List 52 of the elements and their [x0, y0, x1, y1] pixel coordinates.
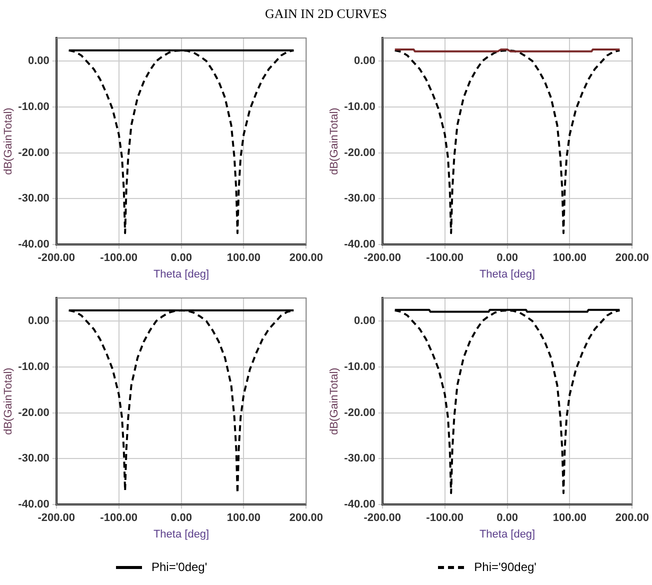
y-tick-label: 0.00	[28, 54, 50, 67]
x-tick-label: 0.00	[170, 252, 192, 264]
legend-label: Phi='0deg'	[152, 560, 208, 574]
x-tick-label: 100.00	[552, 512, 587, 524]
line-series	[394, 49, 621, 234]
x-tick-label: 200.00	[289, 252, 324, 264]
y-tick-label: -40.00	[18, 238, 50, 251]
x-tick-label: 100.00	[226, 252, 261, 264]
y-tick-label: -40.00	[18, 498, 50, 511]
y-axis-title: dB(GainTotal)	[328, 368, 341, 435]
x-tick-label: -100.00	[100, 512, 138, 524]
x-axis-title: Theta [deg]	[153, 528, 210, 540]
y-tick-label: -30.00	[344, 452, 376, 465]
y-tick-label: -10.00	[18, 360, 50, 373]
y-tick-label: -20.00	[344, 146, 376, 159]
x-tick-label: -100.00	[426, 512, 464, 524]
y-tick-label: -20.00	[18, 146, 50, 159]
y-axis-title: dB(GainTotal)	[328, 108, 341, 175]
x-tick-label: 0.00	[496, 252, 518, 264]
y-tick-label: -10.00	[18, 100, 50, 113]
y-axis-title: dB(GainTotal)	[2, 368, 15, 435]
x-tick-label: 200.00	[289, 512, 324, 524]
x-axis-title: Theta [deg]	[479, 528, 536, 540]
y-tick-label: -30.00	[18, 192, 50, 205]
x-tick-label: 100.00	[552, 252, 587, 264]
y-tick-label: 0.00	[354, 54, 376, 67]
x-tick-label: -100.00	[426, 252, 464, 264]
legend-label: Phi='90deg'	[474, 560, 536, 574]
y-tick-label: -40.00	[344, 238, 376, 251]
y-tick-label: -40.00	[344, 498, 376, 511]
x-tick-label: -100.00	[100, 252, 138, 264]
x-axis-title: Theta [deg]	[479, 268, 536, 280]
x-tick-label: -200.00	[38, 512, 76, 524]
y-tick-label: 0.00	[354, 314, 376, 327]
x-axis-title: Theta [deg]	[153, 268, 210, 280]
x-tick-label: -200.00	[364, 512, 402, 524]
y-tick-label: -20.00	[18, 406, 50, 419]
x-tick-label: 100.00	[226, 512, 261, 524]
y-tick-label: -10.00	[344, 360, 376, 373]
x-tick-label: 200.00	[615, 252, 650, 264]
y-tick-label: 0.00	[28, 314, 50, 327]
y-tick-label: -20.00	[344, 406, 376, 419]
x-tick-label: 200.00	[615, 512, 650, 524]
y-tick-label: -10.00	[344, 100, 376, 113]
y-axis-title: dB(GainTotal)	[2, 108, 15, 175]
x-tick-label: -200.00	[38, 252, 76, 264]
y-tick-label: -30.00	[344, 192, 376, 205]
x-tick-label: 0.00	[170, 512, 192, 524]
y-tick-label: -30.00	[18, 452, 50, 465]
chart-title: GAIN IN 2D CURVES	[264, 6, 388, 22]
x-tick-label: 0.00	[496, 512, 518, 524]
x-tick-label: -200.00	[364, 252, 402, 264]
